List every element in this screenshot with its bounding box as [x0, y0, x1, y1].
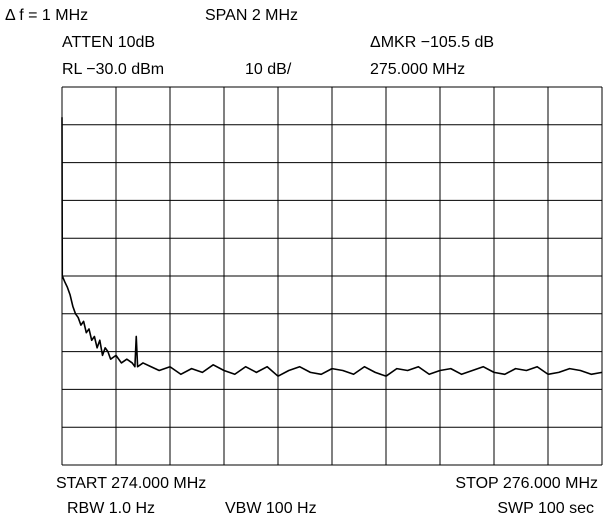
annotation: 10 dB/: [245, 61, 292, 78]
annotation: ΔMKR −105.5 dB: [370, 34, 494, 51]
annotation: ATTEN 10dB: [62, 34, 155, 51]
annotation: Δ f = 1 MHz: [5, 7, 88, 24]
annotation: SPAN 2 MHz: [205, 7, 298, 24]
annotation: 275.000 MHz: [370, 61, 465, 78]
annotation: RL −30.0 dBm: [62, 61, 164, 78]
annotation: VBW 100 Hz: [225, 500, 317, 517]
annotation: RBW 1.0 Hz: [67, 500, 155, 517]
trace: [61, 117, 603, 377]
annotation: STOP 276.000 MHz: [455, 475, 598, 492]
annotation: START 274.000 MHz: [56, 475, 206, 492]
annotation: SWP 100 sec: [497, 500, 594, 517]
